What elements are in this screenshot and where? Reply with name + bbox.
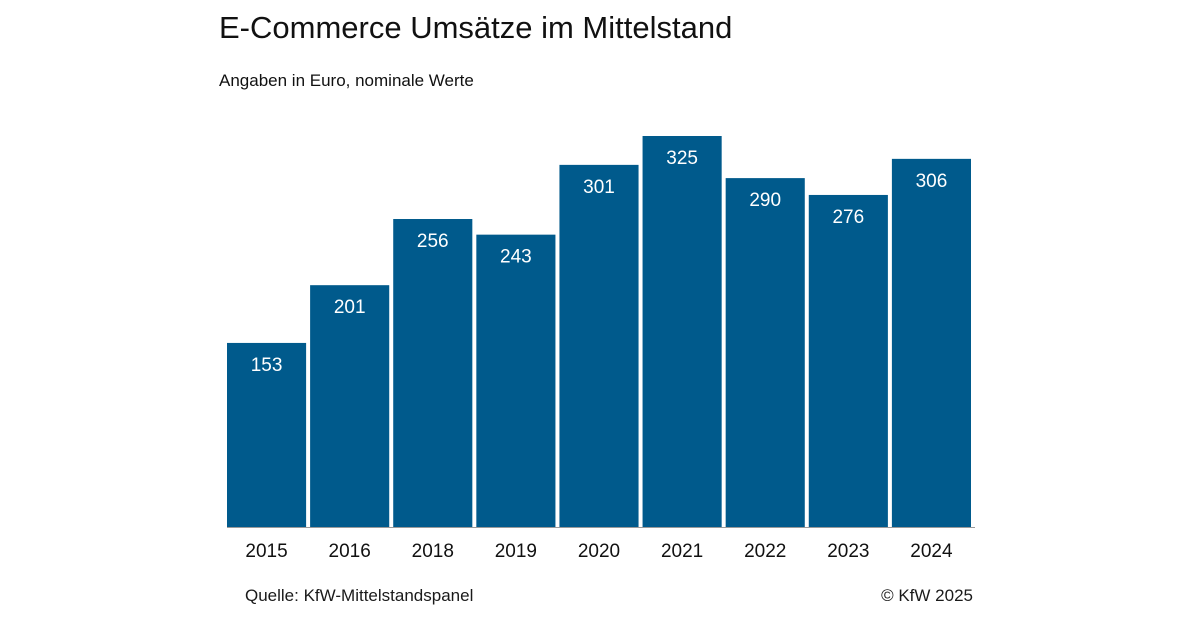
bar-value-label-2024: 306	[916, 171, 948, 192]
x-tick-label-2022: 2022	[744, 541, 786, 562]
bar-2020	[559, 164, 639, 527]
bar-2016	[310, 285, 390, 527]
bar-2018	[393, 219, 473, 527]
x-tick-label-2015: 2015	[245, 541, 287, 562]
x-tick-label-2024: 2024	[910, 541, 953, 562]
bar-value-label-2022: 290	[749, 190, 781, 211]
bar-2023	[808, 194, 888, 527]
bar-2019	[476, 234, 556, 527]
x-tick-label-2021: 2021	[661, 541, 703, 562]
source-note: Quelle: KfW-Mittelstandspanel	[245, 586, 474, 605]
bar-value-label-2018: 256	[417, 231, 449, 252]
x-tick-label-2016: 2016	[329, 541, 371, 562]
bar-value-label-2019: 243	[500, 247, 532, 268]
x-tick-label-2018: 2018	[412, 541, 454, 562]
bar-value-label-2015: 153	[251, 355, 283, 376]
chart-title: E-Commerce Umsätze im Mittelstand	[219, 10, 733, 45]
bar-value-label-2016: 201	[334, 297, 366, 318]
x-tick-label-2023: 2023	[827, 541, 869, 562]
x-axis-tick-labels: 2015 2016 2018 2019 2020 2021 2022 2023 2024	[245, 541, 953, 562]
bar-2024	[891, 158, 971, 528]
bar-value-label-2023: 276	[832, 207, 864, 228]
chart-subtitle: Angaben in Euro, nominale Werte	[219, 71, 474, 90]
x-tick-label-2019: 2019	[495, 541, 537, 562]
bar-2021	[642, 136, 722, 527]
bar-2022	[725, 178, 805, 528]
bar-value-label-2020: 301	[583, 177, 615, 198]
bar-2015	[227, 342, 307, 527]
bar-value-labels: 153 201 256 243 301 325 290 276 306	[251, 148, 948, 376]
bar-value-label-2021: 325	[666, 148, 698, 169]
x-tick-label-2020: 2020	[578, 541, 620, 562]
bars-group	[227, 136, 971, 528]
copyright-note: © KfW 2025	[881, 586, 973, 605]
